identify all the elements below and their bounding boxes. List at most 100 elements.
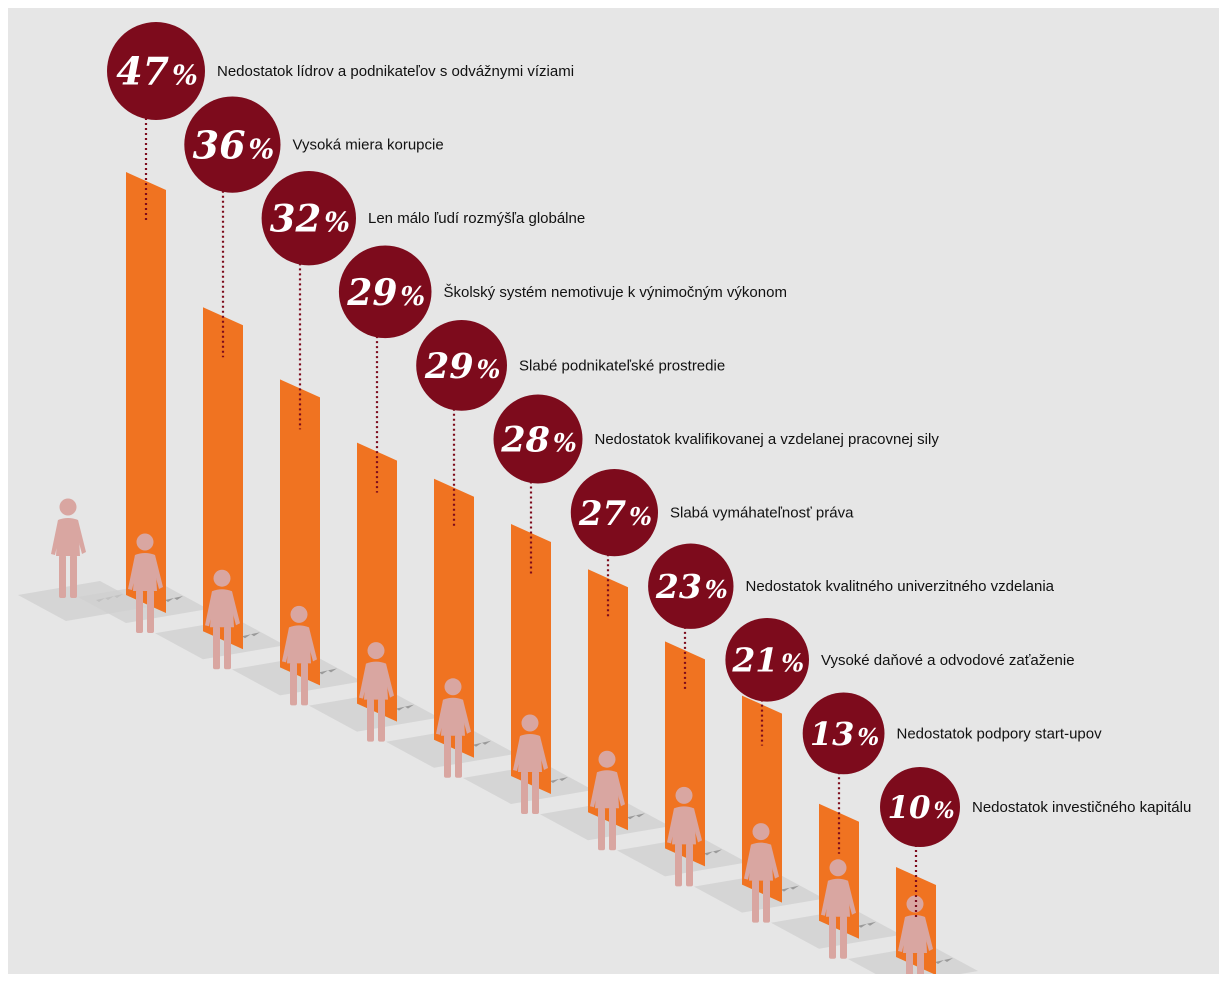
- bar: [588, 569, 628, 831]
- step-arrow-icon: [473, 742, 482, 747]
- person-head: [290, 605, 308, 623]
- person-icon: [359, 642, 394, 742]
- person-icon: [744, 823, 779, 923]
- person-arm: [744, 844, 754, 880]
- bar: [357, 442, 397, 722]
- person-leg: [136, 590, 143, 633]
- step-arrow-icon: [482, 740, 491, 745]
- person-arm: [51, 520, 61, 555]
- person-head: [136, 533, 154, 551]
- step-arrow-icon: [319, 670, 328, 675]
- percent-sign: %: [629, 502, 652, 531]
- person-torso: [672, 806, 696, 845]
- person-torso: [518, 734, 542, 772]
- person-head: [367, 642, 385, 660]
- step-arrow-icon: [396, 706, 405, 711]
- person-leg: [686, 843, 693, 887]
- person-arm: [590, 772, 600, 808]
- person-torso: [133, 553, 157, 591]
- bar: [126, 172, 166, 613]
- person-head: [59, 498, 77, 516]
- person-leg: [598, 807, 605, 851]
- person-leg: [70, 555, 77, 598]
- step-arrow-icon: [944, 958, 953, 962]
- value-bubble: [648, 543, 734, 629]
- category-label: Slabé podnikateľské prostredie: [519, 357, 725, 374]
- person-head: [906, 895, 924, 913]
- person-arm: [821, 880, 831, 916]
- person-leg: [444, 734, 451, 778]
- bar: [203, 307, 243, 650]
- category-label: Nedostatok kvalitného univerzitného vzde…: [746, 578, 1055, 595]
- step-arrow-icon: [559, 777, 568, 781]
- category-label: Nedostatok investičného kapitálu: [972, 799, 1191, 816]
- category-label: Nedostatok lídrov a podnikateľov s odváž…: [217, 63, 574, 80]
- person-torso: [826, 878, 850, 917]
- person-torso: [903, 915, 927, 953]
- person-leg: [455, 734, 462, 778]
- value-bubble: [570, 469, 659, 557]
- step-arrow-icon: [781, 887, 790, 892]
- step-arrow-icon: [935, 960, 944, 964]
- person-arm: [667, 808, 677, 844]
- step-arrow-icon: [858, 923, 867, 928]
- person-head: [521, 714, 539, 732]
- person-head: [829, 859, 847, 877]
- value-bubble: [725, 618, 809, 702]
- person-arm: [898, 917, 908, 952]
- person-torso: [210, 589, 234, 628]
- step-arrow-icon: [627, 815, 636, 820]
- person-arm: [229, 591, 240, 626]
- person-arm: [513, 736, 523, 771]
- step-arrow-icon: [704, 851, 713, 856]
- person-arm: [128, 555, 138, 590]
- chart-background: 47% Nedostatok lídrov a podnikateľov s od…: [8, 8, 1219, 974]
- person-leg: [609, 807, 616, 851]
- person-arm: [460, 699, 471, 734]
- percent-sign: %: [324, 208, 350, 239]
- category-label: Slabá vymáhateľnosť práva: [670, 505, 854, 522]
- person-leg: [906, 952, 913, 974]
- person-head: [752, 823, 770, 841]
- person-leg: [147, 590, 154, 633]
- person-arm: [922, 917, 933, 951]
- person-icon: [282, 605, 317, 706]
- person-arm: [306, 627, 317, 662]
- person-torso: [287, 625, 311, 664]
- person-leg: [290, 662, 297, 706]
- person-arm: [152, 555, 163, 589]
- value-bubble: [261, 171, 356, 266]
- person-arm: [691, 808, 702, 843]
- step-arrow-icon: [328, 668, 337, 673]
- person-leg: [521, 771, 528, 814]
- person-icon: [898, 895, 933, 974]
- person-leg: [763, 879, 770, 923]
- percent-sign: %: [934, 798, 955, 824]
- value-bubble: [493, 394, 583, 484]
- person-arm: [768, 844, 779, 879]
- person-icon: [436, 678, 471, 778]
- person-torso: [441, 697, 465, 736]
- person-leg: [224, 626, 231, 670]
- value-label: 36%: [193, 122, 275, 167]
- person-leg: [675, 843, 682, 887]
- person-icon: [128, 533, 163, 633]
- person-leg: [917, 952, 924, 974]
- person-leg: [378, 698, 385, 742]
- category-label: Nedostatok podpory start-upov: [897, 725, 1103, 742]
- person-arm: [436, 699, 446, 735]
- person-torso: [595, 770, 619, 809]
- person-icon: [205, 569, 240, 670]
- value-bubble: [802, 692, 885, 775]
- step-arrow-icon: [790, 885, 799, 890]
- person-torso: [749, 842, 773, 881]
- value-label: 13%: [810, 715, 879, 753]
- step-arrow-icon: [867, 921, 876, 926]
- person-arm: [845, 880, 856, 915]
- person-icon: [821, 859, 856, 959]
- bar: [511, 524, 551, 794]
- percent-sign: %: [172, 61, 198, 92]
- person-leg: [829, 915, 836, 959]
- category-label: Vysoká miera korupcie: [293, 137, 444, 154]
- person-arm: [205, 591, 215, 627]
